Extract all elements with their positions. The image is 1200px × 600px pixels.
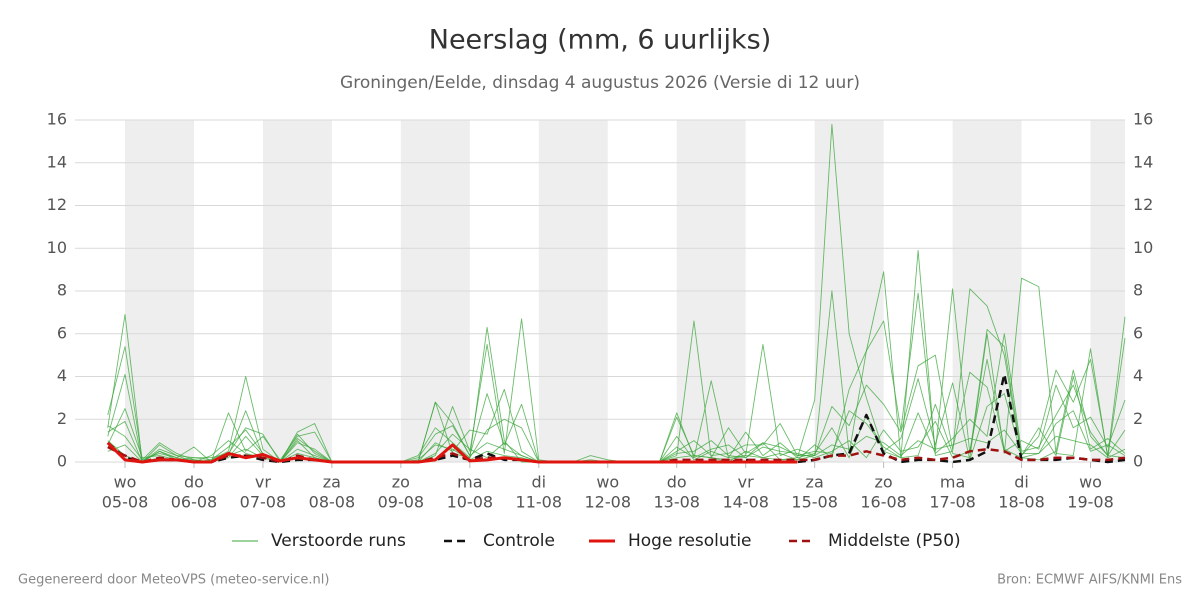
x-tick-date: 12-08 [585,493,632,512]
x-tick-label: vr [255,473,271,492]
x-tick-date: 10-08 [447,493,494,512]
chart-title: Neerslag (mm, 6 uurlijks) [429,25,771,56]
y-tick-label: 4 [57,366,67,385]
x-tick-date: 16-08 [860,493,907,512]
x-tick-label: vr [738,473,754,492]
x-tick-date: 06-08 [171,493,218,512]
footer-right: Bron: ECMWF AIFS/KNMI Ens [997,573,1182,588]
y-tick-label: 10 [47,238,67,257]
x-tick-date: 08-08 [309,493,356,512]
footer-left: Gegenereerd door MeteoVPS (meteo-service… [18,573,329,588]
series-line [106,441,798,464]
x-tick-label: za [806,473,824,492]
x-tick-label: di [1014,473,1029,492]
x-tick-label: ma [940,473,965,492]
legend-label: Middelste (P50) [828,531,961,551]
chart-subtitle: Groningen/Eelde, dinsdag 4 augustus 2026… [340,73,860,93]
x-tick-date: 17-08 [929,493,976,512]
x-tick-date: 15-08 [791,493,838,512]
y2-tick-label: 8 [1133,281,1143,300]
x-tick-label: wo [1079,473,1102,492]
legend-label: Verstoorde runs [271,531,406,551]
y-tick-label: 8 [57,281,67,300]
x-tick-date: 18-08 [998,493,1045,512]
y2-tick-label: 12 [1133,195,1153,214]
y2-tick-label: 2 [1133,409,1143,428]
y-tick-label: 16 [47,110,67,129]
y-tick-label: 6 [57,323,67,342]
x-tick-label: do [667,473,687,492]
y-tick-label: 2 [57,409,67,428]
x-tick-date: 09-08 [378,493,425,512]
x-tick-label: za [323,473,341,492]
x-tick-label: do [184,473,204,492]
x-tick-date: 11-08 [516,493,563,512]
y2-tick-label: 10 [1133,238,1153,257]
x-tick-date: 19-08 [1067,493,1114,512]
x-tick-label: ma [457,473,482,492]
legend-label: Controle [483,531,555,551]
x-tick-date: 14-08 [722,493,769,512]
y-tick-label: 14 [47,152,67,171]
x-tick-label: wo [596,473,619,492]
y2-tick-label: 4 [1133,366,1143,385]
y2-tick-label: 6 [1133,323,1143,342]
x-tick-label: wo [114,473,137,492]
x-tick-label: zo [875,473,893,492]
x-tick-date: 07-08 [240,493,287,512]
y2-tick-label: 16 [1133,110,1153,129]
y2-tick-label: 14 [1133,152,1153,171]
x-tick-date: 05-08 [102,493,149,512]
y-tick-label: 0 [57,452,67,471]
y2-tick-label: 0 [1133,452,1143,471]
legend-label: Hoge resolutie [628,531,752,551]
x-tick-label: zo [392,473,410,492]
y-tick-label: 12 [47,195,67,214]
x-tick-date: 13-08 [653,493,700,512]
x-tick-label: di [531,473,546,492]
